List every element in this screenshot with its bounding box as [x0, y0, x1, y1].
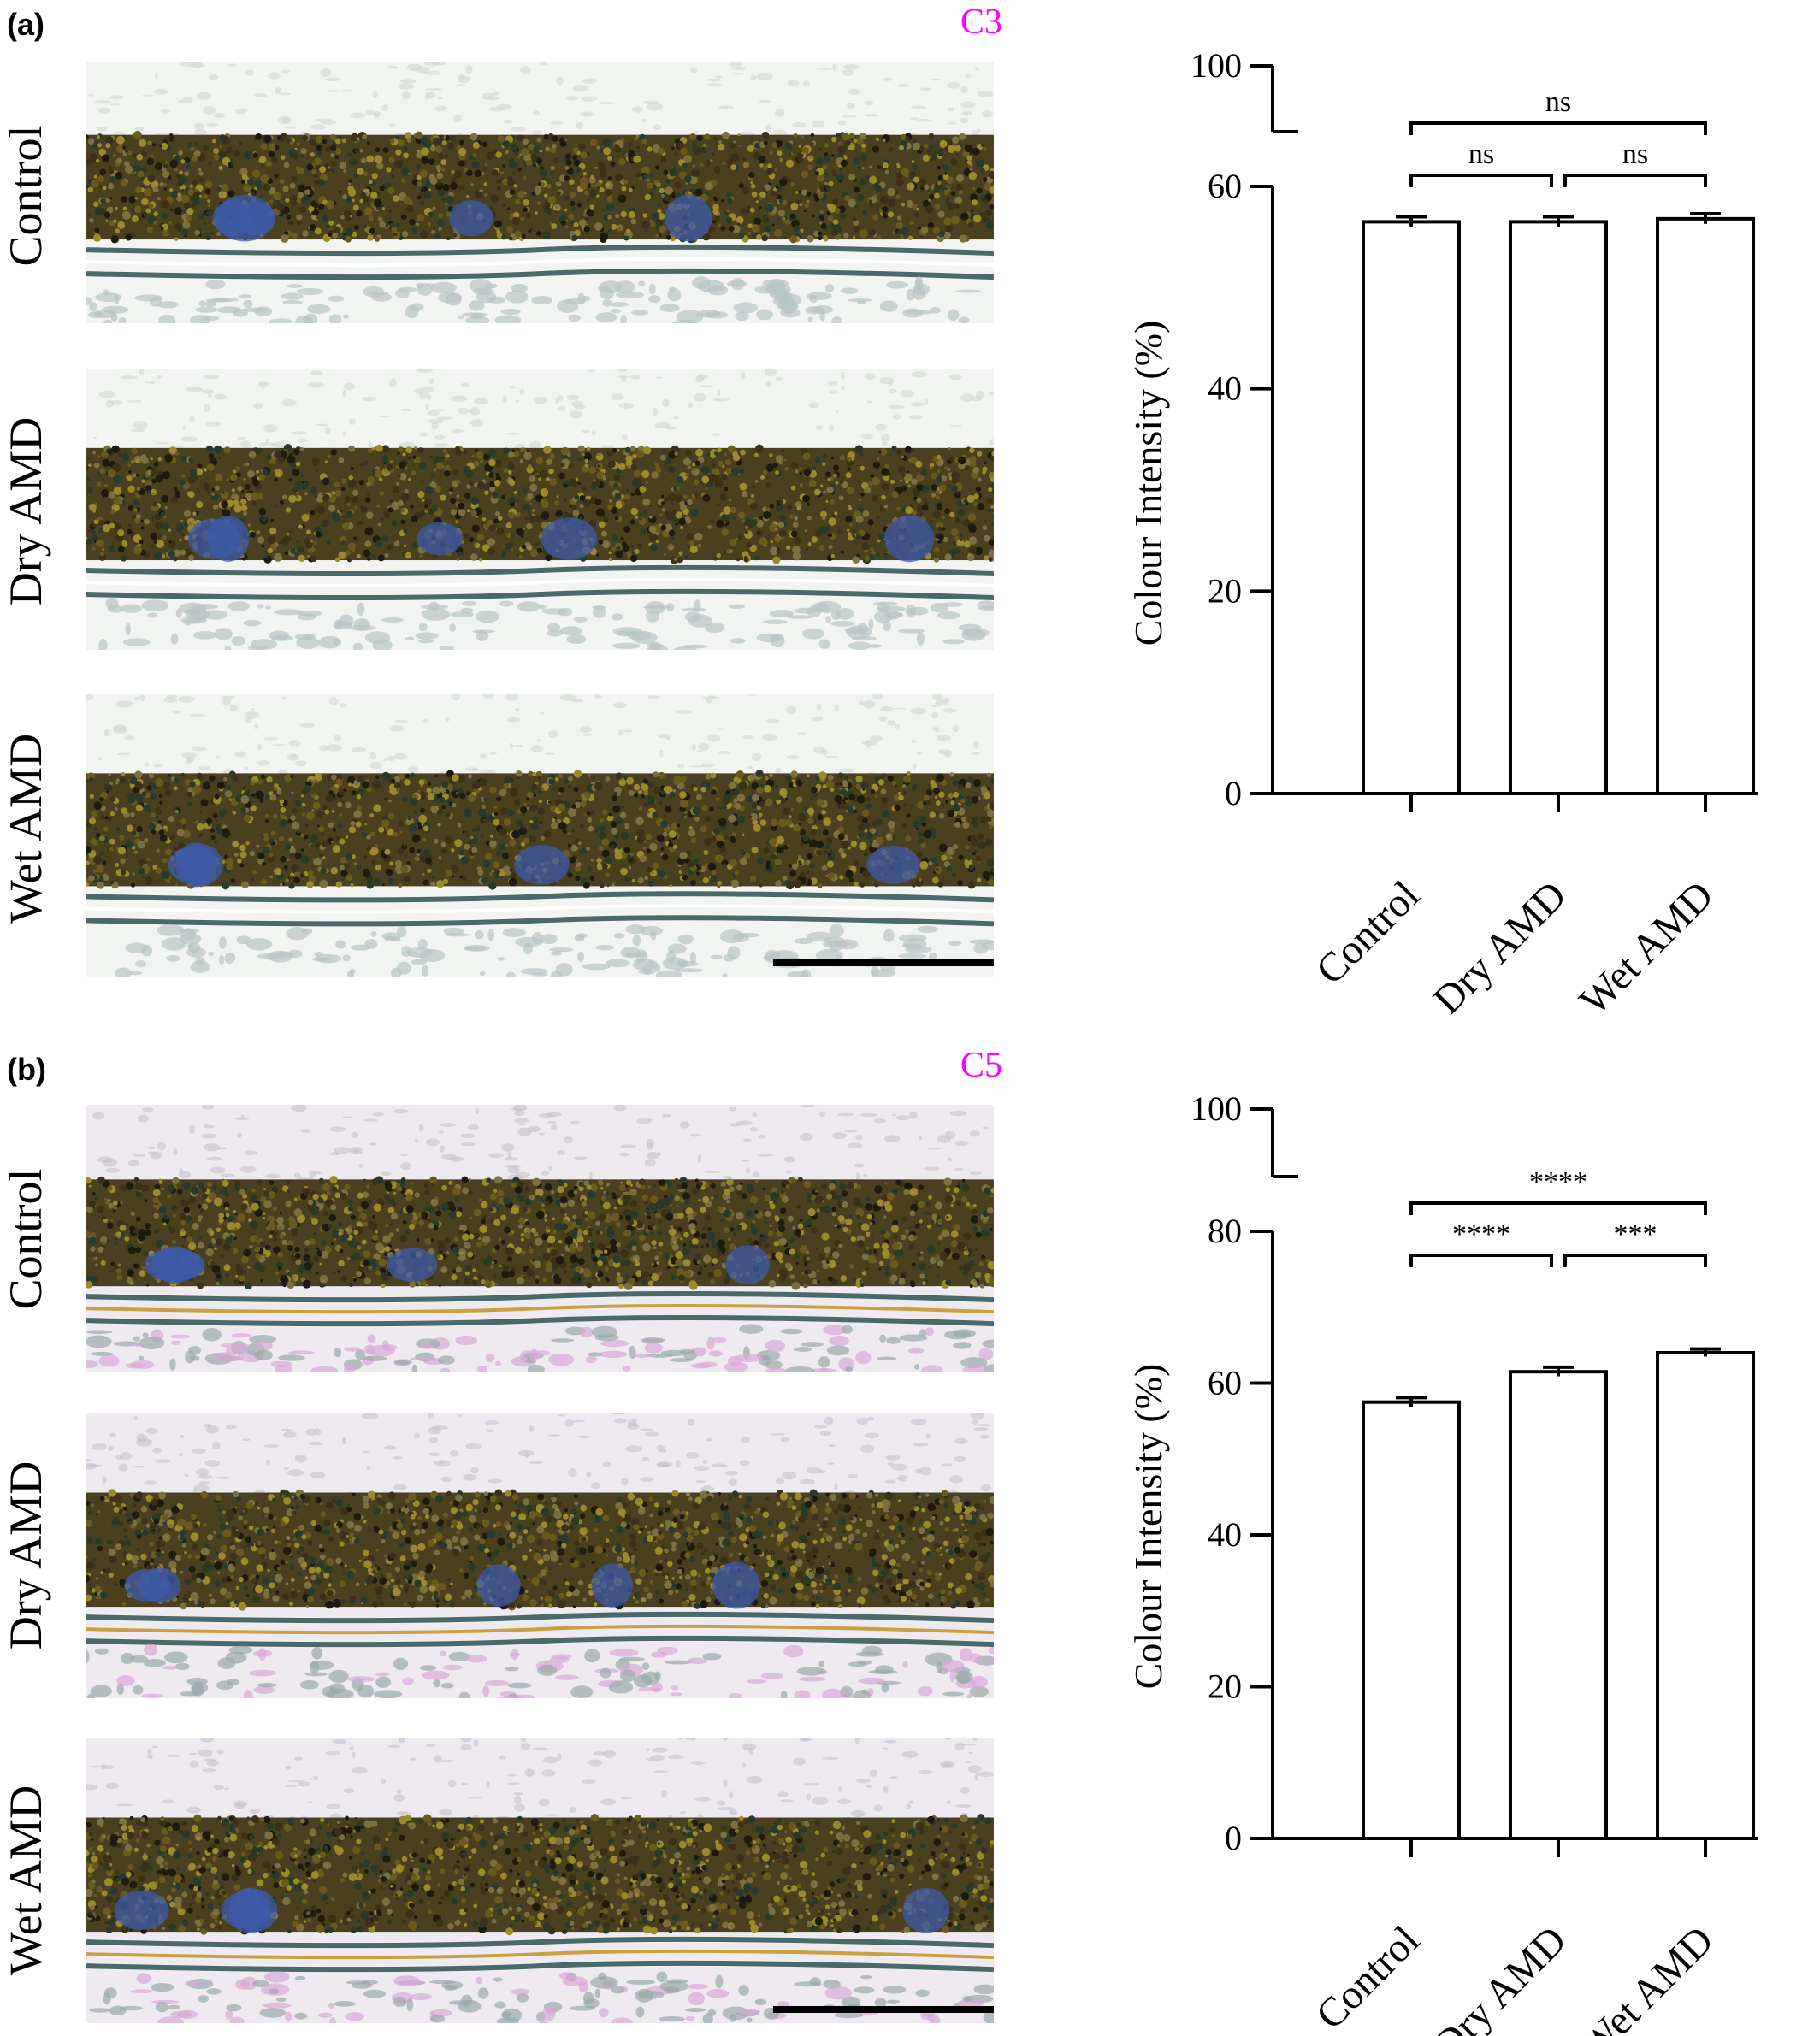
panel-a-row-label-wet-amd: Wet AMD	[0, 733, 51, 924]
y-tick-label-1-2: 40	[1208, 1515, 1242, 1554]
significance-bracket-0-2	[1563, 174, 1707, 187]
panel-b-row-label-control: Control	[0, 1168, 51, 1310]
bar-0-0	[1362, 220, 1461, 795]
y-axis-label-1: Colour Intensity (%)	[1126, 1364, 1170, 1690]
significance-bracket-1-1	[1409, 1254, 1553, 1267]
significance-bracket-1-2	[1563, 1254, 1707, 1267]
significance-label-0-0: ns	[1545, 86, 1571, 118]
significance-label-1-1: ****	[1452, 1219, 1510, 1250]
significance-label-0-2: ns	[1622, 139, 1648, 170]
significance-bracket-0-0	[1409, 121, 1707, 135]
significance-bracket-1-0	[1409, 1201, 1707, 1215]
y-tick-label-0-1: 20	[1208, 571, 1242, 610]
panel-a-micrograph-dry-amd	[86, 369, 994, 650]
panel-a-letter: (a)	[7, 7, 44, 42]
x-tick-label-1-0: Control	[1308, 1917, 1428, 2036]
panel-b-stain-label: C5	[960, 1046, 1003, 1085]
y-tick-label-1-0: 0	[1225, 1819, 1242, 1857]
y-axis-label-0: Colour Intensity (%)	[1126, 321, 1170, 646]
panel-a-micrograph-control	[86, 62, 994, 323]
y-tick-label-1-3: 60	[1208, 1364, 1242, 1402]
y-tick-label-1-1: 20	[1208, 1667, 1242, 1706]
bar-1-1	[1509, 1370, 1608, 1840]
x-tick-label-1-2: Wet AMD	[1571, 1917, 1722, 2036]
panel-b-letter: (b)	[7, 1052, 46, 1087]
panel-b-row-label-wet-amd: Wet AMD	[0, 1785, 51, 1976]
scale-bar	[773, 959, 994, 966]
y-tick-label-1-4: 80	[1208, 1212, 1242, 1250]
x-tick-label-0-1: Dry AMD	[1425, 872, 1575, 1023]
panel-a-row-label-control: Control	[0, 125, 51, 267]
y-tick-label-1-5: 100	[1191, 1089, 1242, 1128]
x-tick-label-1-1: Dry AMD	[1425, 1917, 1575, 2036]
bar-0-2	[1656, 216, 1755, 796]
panel-a-stain-label: C3	[960, 3, 1003, 42]
panel-a-row-label-dry-amd: Dry AMD	[0, 416, 51, 606]
significance-label-1-0: ****	[1529, 1166, 1587, 1198]
bar-0-1	[1509, 220, 1608, 795]
y-tick-label-0-3: 60	[1208, 167, 1242, 205]
bar-1-0	[1362, 1400, 1461, 1840]
scale-bar	[773, 2006, 994, 2013]
panel-b-row-label-dry-amd: Dry AMD	[0, 1461, 51, 1650]
bar-1-2	[1656, 1351, 1755, 1840]
significance-bracket-0-1	[1409, 174, 1553, 187]
significance-label-0-1: ns	[1468, 139, 1494, 170]
x-tick-label-0-0: Control	[1308, 872, 1428, 993]
significance-label-1-2: ***	[1614, 1219, 1658, 1250]
y-tick-label-0-0: 0	[1225, 774, 1242, 812]
panel-b-micrograph-dry-amd	[86, 1413, 994, 1698]
panel-a-micrograph-wet-amd	[86, 694, 994, 977]
y-tick-label-0-4: 100	[1191, 46, 1242, 85]
x-tick-label-0-2: Wet AMD	[1571, 872, 1722, 1024]
y-tick-label-0-2: 40	[1208, 369, 1242, 408]
panel-b-micrograph-wet-amd	[86, 1738, 994, 2023]
panel-b-micrograph-control	[86, 1105, 994, 1372]
